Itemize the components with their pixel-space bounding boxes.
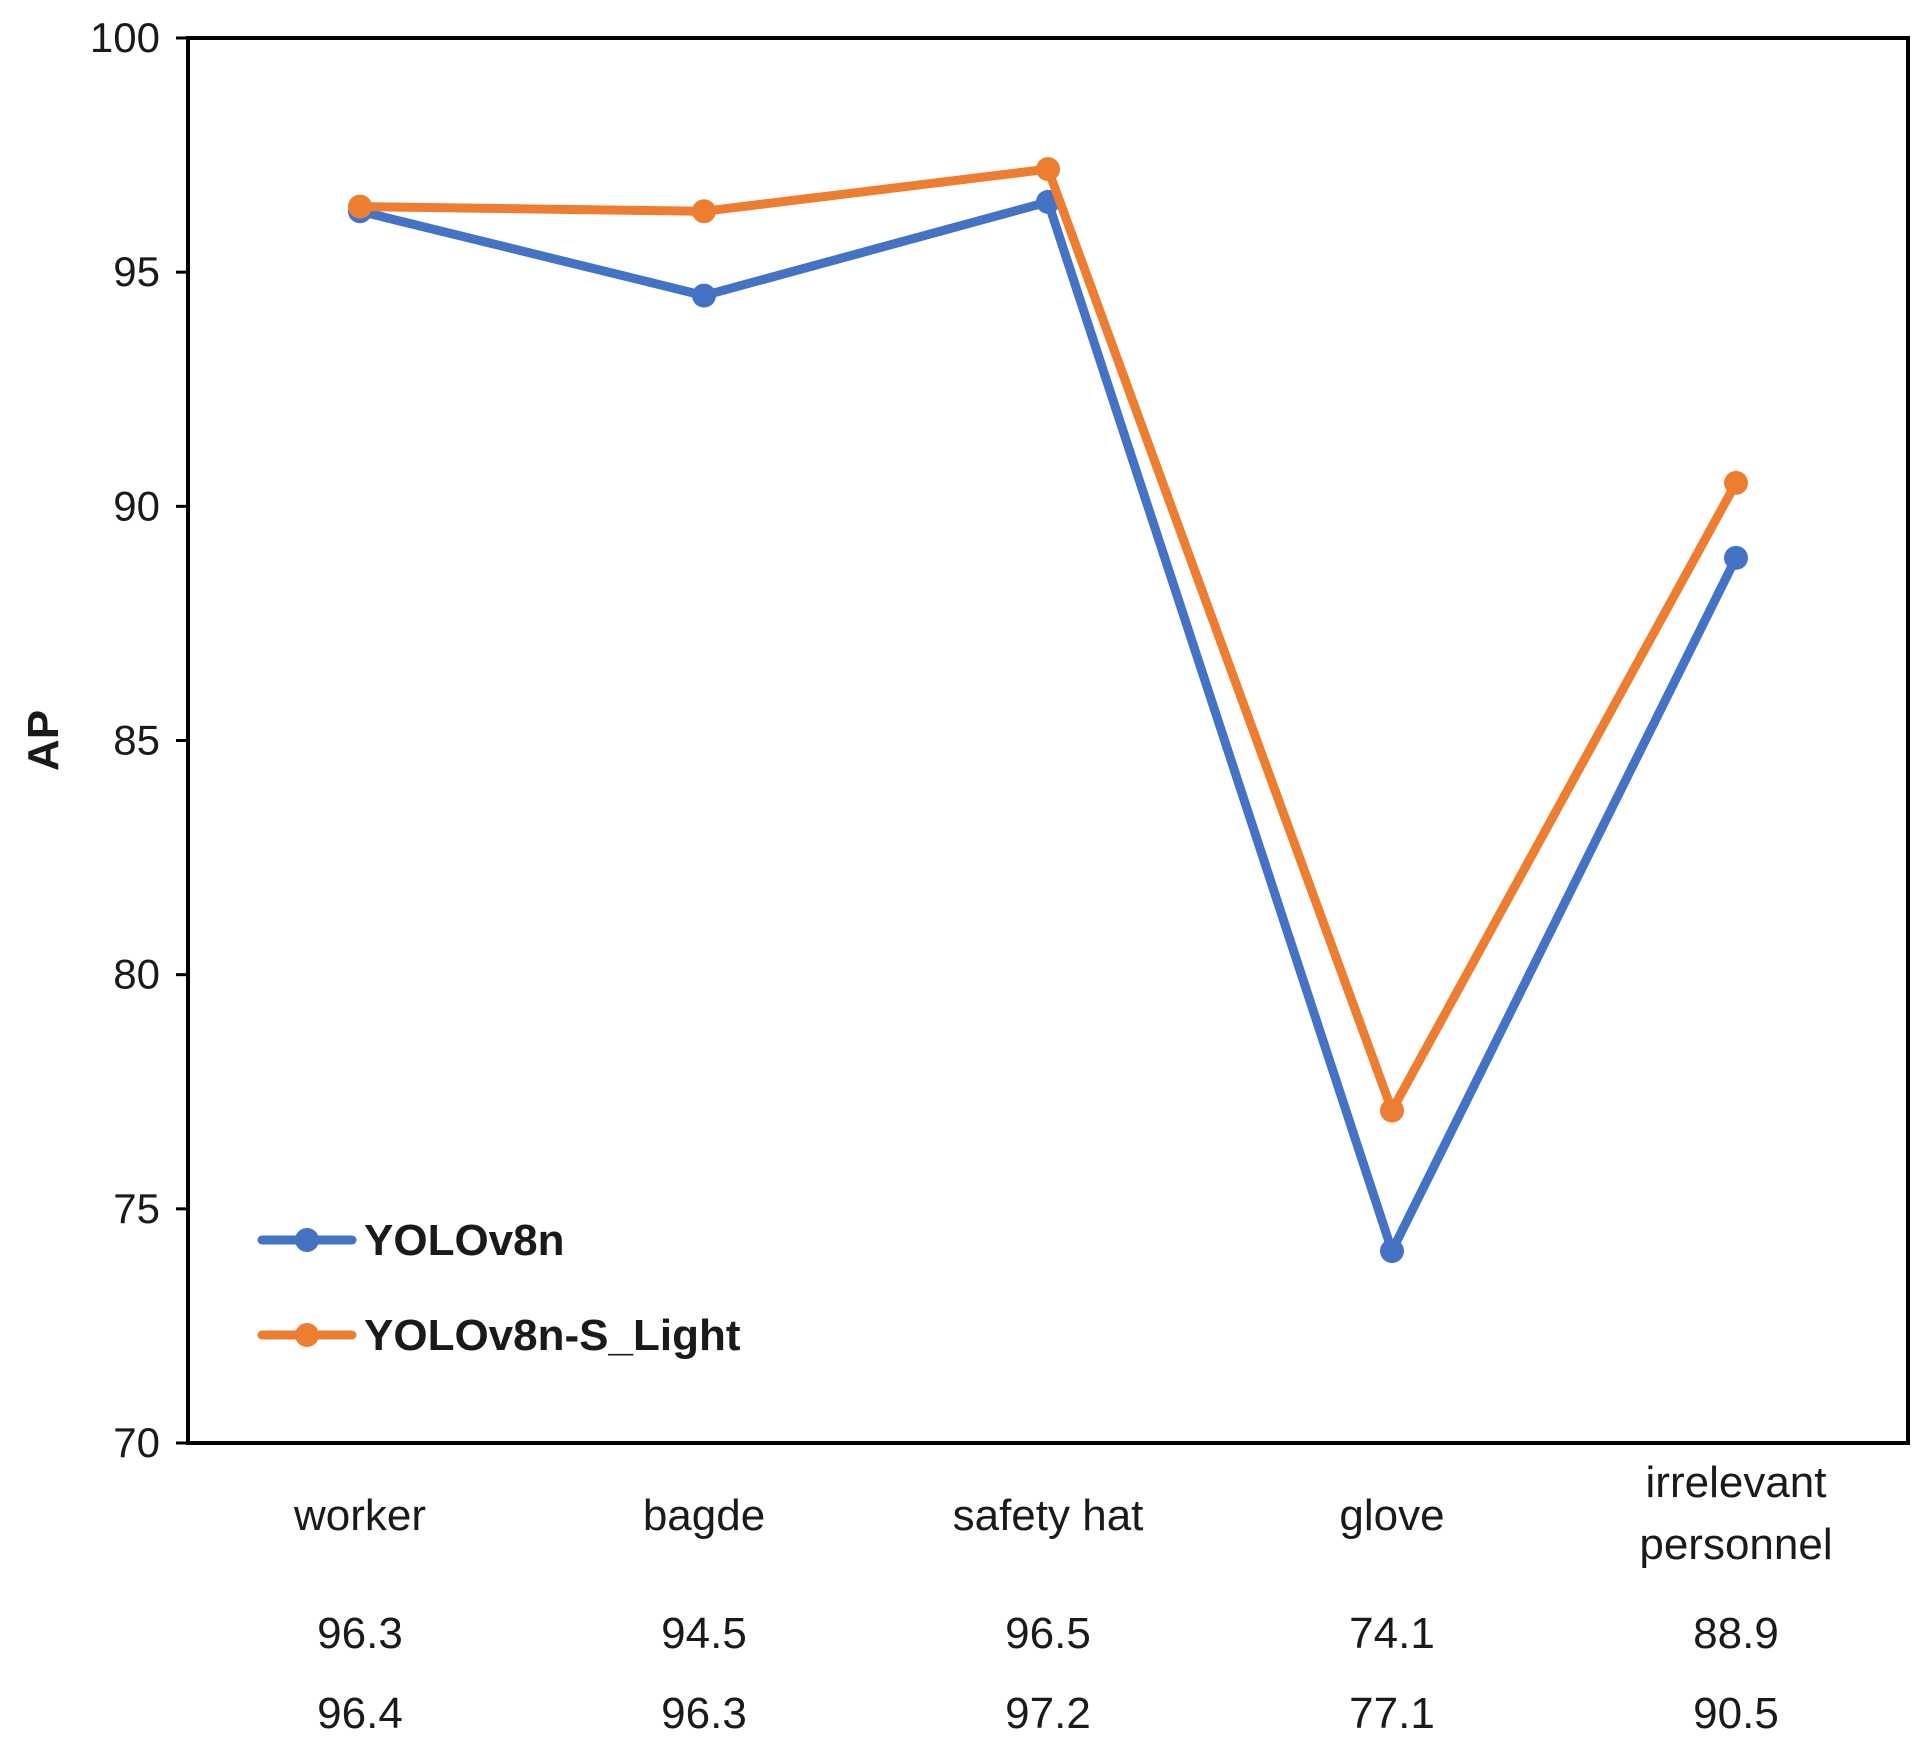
- y-tick-label: 85: [113, 717, 160, 764]
- x-axis: worker bagde safety hat glove irrelevant pers…: [293, 1458, 1833, 1569]
- data-label: 77.1: [1349, 1689, 1435, 1738]
- data-label: 90.5: [1693, 1689, 1779, 1738]
- data-label: 96.5: [1005, 1609, 1091, 1658]
- data-point: [1380, 1238, 1404, 1263]
- data-point: [692, 283, 716, 308]
- category-label: safety hat: [953, 1491, 1144, 1540]
- data-point: [692, 199, 716, 224]
- legend-swatch-marker: [295, 1323, 319, 1347]
- category-label: irrelevant: [1646, 1458, 1827, 1507]
- series-line: [355, 197, 1741, 1256]
- legend: YOLOv8n YOLOv8n-S_Light: [257, 1216, 741, 1360]
- series-YOLOv8n-S_Light: [348, 157, 1748, 1123]
- y-tick-label: 75: [113, 1185, 160, 1232]
- legend-swatch-marker: [295, 1228, 319, 1252]
- data-point: [1380, 1098, 1404, 1123]
- data-label: 88.9: [1693, 1609, 1779, 1658]
- y-tick-label: 90: [113, 482, 160, 529]
- data-label: 74.1: [1349, 1609, 1435, 1658]
- y-tick-label: 70: [113, 1419, 160, 1466]
- data-table: 96.3 94.5 96.5 74.1 88.9 96.4 96.3 97.2 77.1 90.5: [317, 1609, 1779, 1738]
- y-tick-label: 95: [113, 248, 160, 295]
- data-point: [1724, 545, 1748, 570]
- y-tick-label: 100: [90, 14, 160, 61]
- data-point: [1724, 470, 1748, 495]
- legend-item: YOLOv8n-S_Light: [257, 1311, 741, 1360]
- category-label: worker: [293, 1491, 426, 1540]
- y-axis-title: AP: [19, 710, 68, 771]
- category-label: glove: [1339, 1491, 1444, 1540]
- data-label: 96.4: [317, 1689, 403, 1738]
- series-YOLOv8n: [348, 189, 1748, 1263]
- data-label: 96.3: [661, 1689, 747, 1738]
- legend-label: YOLOv8n: [364, 1216, 565, 1265]
- data-point: [1036, 157, 1060, 182]
- y-axis: 70 75 80 85 90 95 100: [90, 14, 188, 1466]
- data-label: 97.2: [1005, 1689, 1091, 1738]
- legend-label: YOLOv8n-S_Light: [364, 1311, 741, 1360]
- data-label: 96.3: [317, 1609, 403, 1658]
- data-point: [348, 194, 372, 219]
- category-label: bagde: [643, 1491, 765, 1540]
- data-label: 94.5: [661, 1609, 747, 1658]
- y-tick-label: 80: [113, 951, 160, 998]
- series-layer: [348, 157, 1748, 1263]
- category-label: personnel: [1639, 1520, 1832, 1569]
- legend-item: YOLOv8n: [257, 1216, 565, 1265]
